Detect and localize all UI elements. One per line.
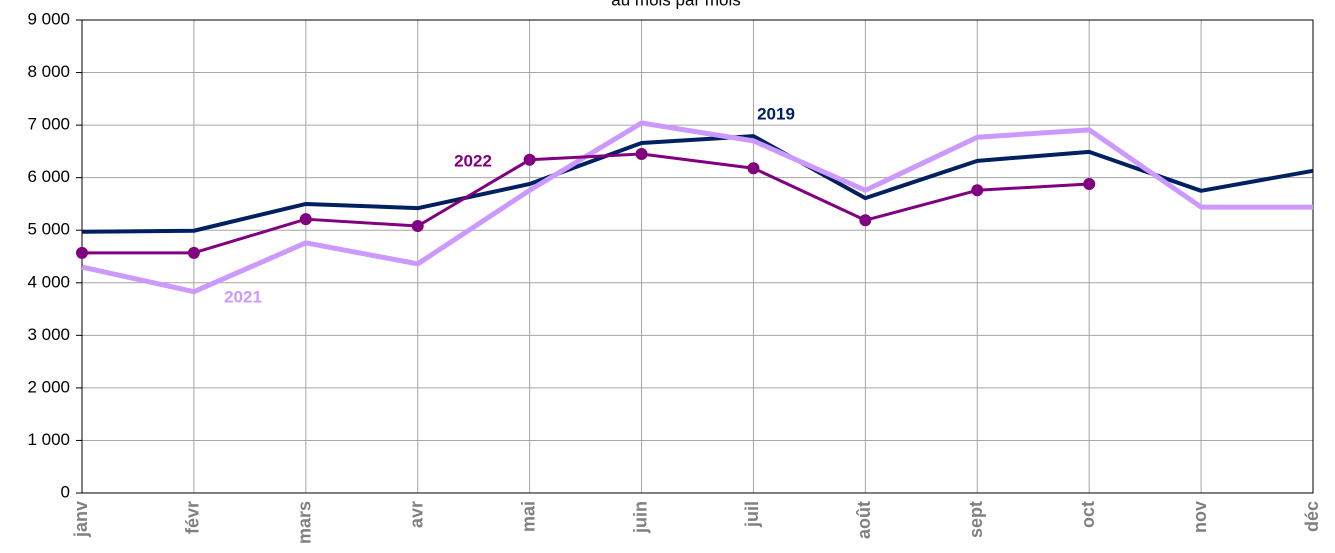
- x-tick-label: juil: [742, 501, 762, 528]
- marker: [76, 246, 88, 259]
- y-tick-label: 5 000: [27, 220, 70, 239]
- x-tick-label: sept: [966, 501, 986, 538]
- y-tick-label: 7 000: [27, 115, 70, 134]
- y-tick-label: 9 000: [27, 9, 70, 28]
- x-tick-label: mars: [295, 501, 315, 544]
- y-tick-label: 4 000: [27, 272, 70, 291]
- marker: [635, 148, 648, 161]
- marker: [523, 153, 536, 166]
- chart-title: au mois par mois: [611, 0, 740, 9]
- series-label: 2019: [757, 104, 795, 123]
- marker: [1083, 177, 1096, 190]
- marker: [747, 162, 760, 175]
- marker: [971, 184, 984, 197]
- y-tick-label: 1 000: [27, 430, 70, 449]
- series-line: [81, 134, 1314, 234]
- x-tick-label: août: [854, 501, 874, 539]
- series-line: [81, 120, 1313, 295]
- marker: [299, 213, 312, 226]
- y-tick-label: 0: [61, 482, 70, 501]
- marker: [187, 246, 200, 259]
- x-tick-label: mai: [518, 501, 538, 532]
- series-label: 2022: [454, 151, 492, 170]
- marker: [411, 220, 424, 233]
- x-tick-label: janv: [71, 501, 91, 538]
- marker: [859, 214, 872, 227]
- series-label: 2021: [224, 287, 262, 306]
- y-tick-label: 8 000: [27, 62, 70, 81]
- plot-border: [81, 19, 1314, 494]
- y-tick-label: 6 000: [27, 167, 70, 186]
- x-tick-label: juin: [630, 501, 650, 534]
- y-tick-label: 3 000: [27, 325, 70, 344]
- series-line: [82, 152, 1090, 255]
- x-tick-label: avr: [406, 501, 426, 528]
- x-tick-label: févr: [183, 501, 203, 534]
- x-tick-label: nov: [1190, 501, 1210, 533]
- x-tick-label: déc: [1302, 501, 1322, 532]
- y-tick-label: 2 000: [27, 377, 70, 396]
- x-tick-label: oct: [1078, 501, 1098, 528]
